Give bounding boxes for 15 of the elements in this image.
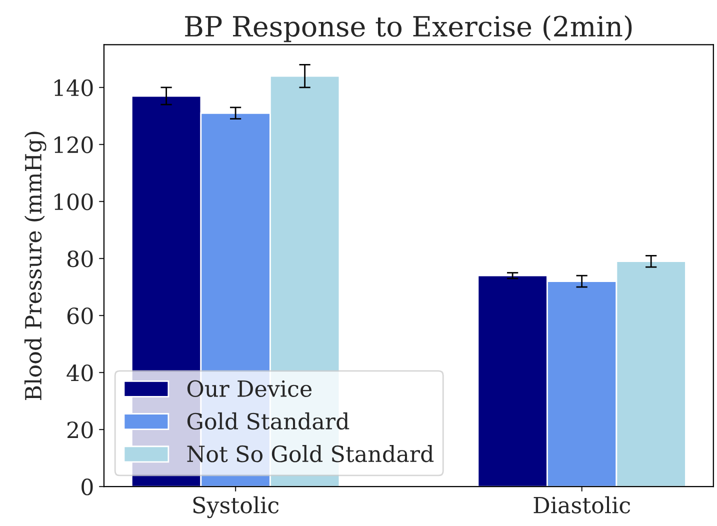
y-tick-label: 120 [54,136,93,154]
x-tick-label: Systolic [193,496,279,518]
y-tick-label: 20 [67,421,93,438]
y-tick-label: 140 [54,79,93,96]
legend-label: Not So Gold Standard [187,445,434,462]
y-tick-label: 80 [67,250,93,268]
y-tick-label: 100 [54,193,93,210]
legend-label: Our Device [187,380,312,398]
x-tick-label: Diastolic [534,496,630,514]
y-tick-label: 0 [82,478,93,496]
y-axis-title: Blood Pressure (mmHg) [24,132,46,400]
y-tick-label: 40 [66,364,93,382]
y-tick-label: 60 [67,307,93,324]
chart-title: BP Response to Exercise (2min) [185,15,632,42]
legend-label: Gold Standard [187,412,350,430]
